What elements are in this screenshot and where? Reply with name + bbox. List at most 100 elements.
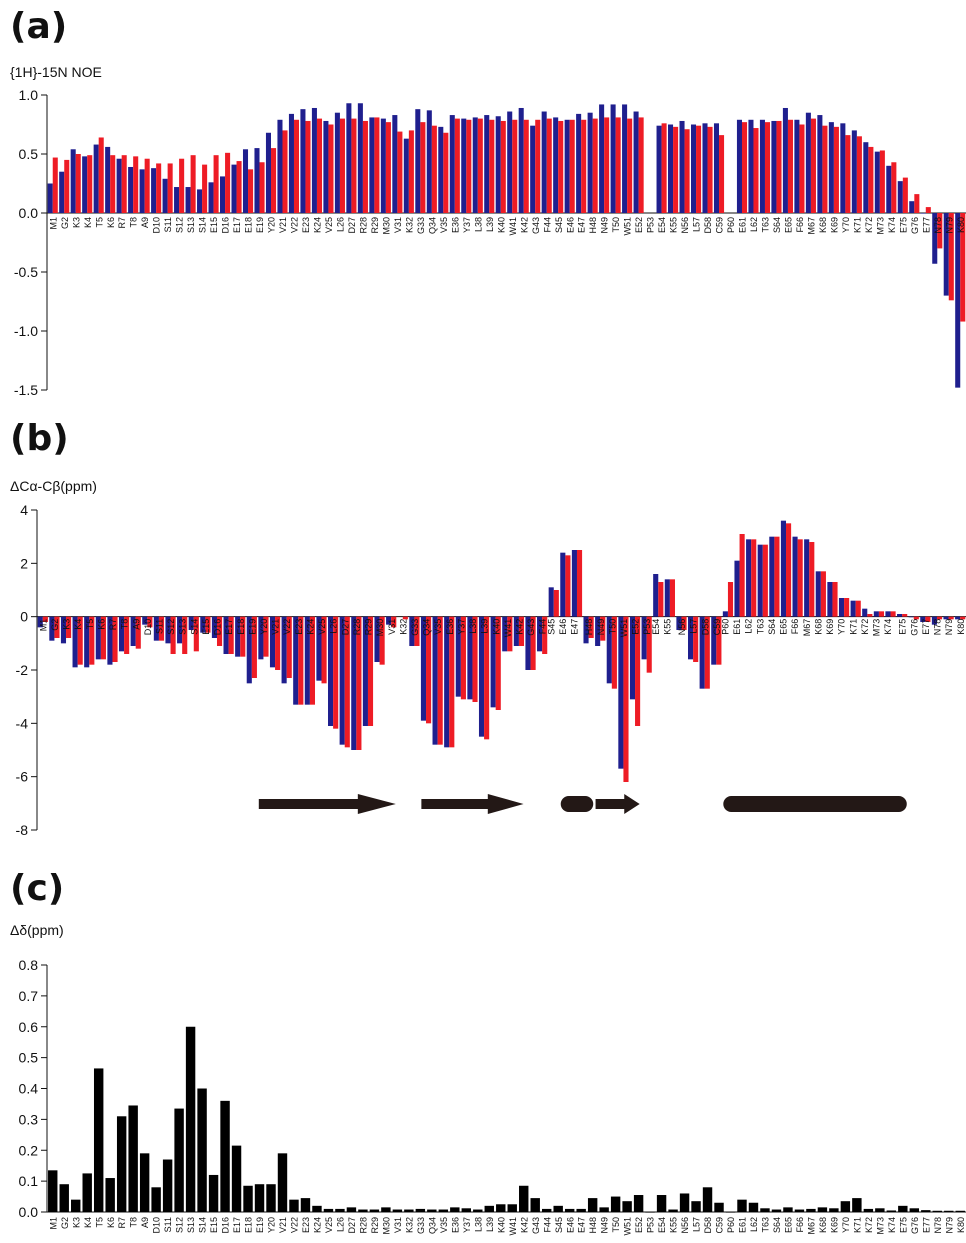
y-tick-label: 0.3 — [19, 1111, 39, 1127]
bar-Q34-blue — [426, 110, 432, 213]
residue-label: L62 — [749, 217, 759, 232]
bar-G43-black — [530, 1198, 540, 1212]
bar-N56-blue — [676, 616, 682, 630]
bar-E52-blue — [633, 111, 639, 213]
y-tick-label: 0.0 — [19, 1204, 39, 1220]
bar-M1-blue — [37, 616, 43, 628]
residue-label: E47 — [577, 1217, 587, 1233]
bar-S14-red — [193, 616, 199, 652]
bar-Q34-black — [427, 1209, 437, 1212]
residue-label: D58 — [703, 1217, 713, 1234]
residue-label: T5 — [85, 619, 95, 630]
y-tick-label: -4 — [16, 715, 29, 731]
bar-E46-red — [569, 119, 575, 213]
beta-strand-arrow — [595, 794, 640, 814]
bar-E18-blue — [235, 616, 241, 657]
residue-label: E54 — [657, 1217, 667, 1233]
bar-P53-black — [645, 1212, 655, 1213]
residue-label: E19 — [255, 1217, 265, 1233]
y-tick-label: -2 — [16, 662, 29, 678]
bar-T63-red — [764, 122, 771, 213]
bar-G33-blue — [415, 109, 421, 213]
residue-label: G43 — [531, 1217, 541, 1234]
residue-label: D27 — [347, 1217, 357, 1234]
bar-K40-black — [496, 1204, 506, 1212]
bar-S12-blue — [174, 187, 180, 213]
bar-T50-blue — [606, 616, 612, 684]
bar-K72-blue — [862, 608, 868, 617]
residue-label: K68 — [818, 1217, 828, 1233]
y-tick-label: 4 — [20, 502, 28, 518]
residue-label: K72 — [864, 217, 874, 233]
bar-K69-blue — [827, 582, 833, 617]
bar-T5-black — [93, 1068, 104, 1212]
residue-label: T5 — [94, 217, 104, 228]
panel-c-ylabel: Δδ(ppm) — [10, 922, 64, 938]
bar-G2-blue — [49, 616, 55, 641]
bar-N56-blue — [679, 120, 685, 213]
bar-E54-red — [658, 582, 664, 617]
bar-E19-blue — [246, 616, 252, 684]
residue-label: E17 — [232, 217, 242, 233]
bar-Y20-blue — [265, 132, 271, 213]
residue-label: K55 — [663, 619, 673, 635]
bar-H48-red — [592, 118, 598, 213]
bar-T50-red — [611, 616, 617, 689]
bar-K40-blue — [490, 616, 496, 708]
bar-V21-blue — [269, 616, 276, 668]
bar-L38-blue — [472, 117, 478, 213]
bar-Y70-red — [844, 598, 850, 617]
bar-M1-red — [52, 157, 58, 213]
bar-Y70-blue — [840, 123, 846, 213]
bar-E77-red — [925, 616, 931, 622]
bar-E36-red — [454, 118, 460, 213]
residue-label: R28 — [359, 217, 369, 234]
bar-H48-black — [587, 1198, 598, 1212]
bar-L39-black — [484, 1205, 494, 1212]
residue-label: S14 — [189, 619, 199, 635]
residue-label: E15 — [209, 217, 219, 233]
residue-label: M30 — [375, 619, 385, 637]
residue-label: F66 — [790, 619, 800, 635]
residue-label: S45 — [554, 1217, 564, 1233]
bar-V22-blue — [281, 616, 287, 684]
residue-label: G33 — [416, 1217, 426, 1234]
bar-E77-blue — [920, 616, 926, 622]
residue-label: L57 — [692, 1217, 702, 1232]
bar-F66-blue — [792, 536, 798, 617]
bar-K3-blue — [60, 616, 67, 644]
residue-label: M1 — [48, 1217, 58, 1230]
y-tick-label: -1.0 — [14, 323, 38, 339]
bar-W51-red — [627, 118, 633, 213]
bar-K3-black — [71, 1199, 81, 1212]
bar-L62-red — [753, 128, 759, 213]
bar-K80-black — [955, 1210, 965, 1212]
bar-G76-blue — [908, 616, 914, 618]
residue-label: T63 — [761, 217, 771, 233]
bar-N56-red — [681, 616, 687, 630]
bar-E65-blue — [782, 107, 788, 213]
bar-G2-red — [64, 159, 70, 213]
bar-D16-red — [225, 152, 231, 213]
residue-label: L39 — [485, 1217, 495, 1232]
residue-label: N49 — [596, 619, 606, 636]
bar-S64-red — [776, 120, 782, 213]
bar-N49-red — [600, 616, 606, 641]
bar-C59-red — [716, 616, 722, 665]
bar-S11-blue — [162, 178, 168, 213]
bar-K42-red — [523, 119, 529, 213]
residue-label: E65 — [784, 1217, 794, 1233]
bar-K74-black — [886, 1210, 897, 1212]
residue-label: E18 — [244, 1217, 254, 1233]
y-tick-label: 0.1 — [19, 1173, 39, 1189]
bar-E47-black — [576, 1208, 586, 1212]
bar-K71-red — [855, 600, 861, 617]
bar-M67-blue — [805, 112, 811, 213]
residue-label: K32 — [398, 619, 408, 635]
residue-label: K74 — [887, 217, 897, 233]
bar-V21-red — [275, 616, 281, 670]
residue-label: N56 — [680, 217, 690, 234]
bar-R29-red — [367, 616, 374, 726]
residue-label: P53 — [642, 619, 652, 635]
residue-label: K40 — [496, 217, 506, 233]
